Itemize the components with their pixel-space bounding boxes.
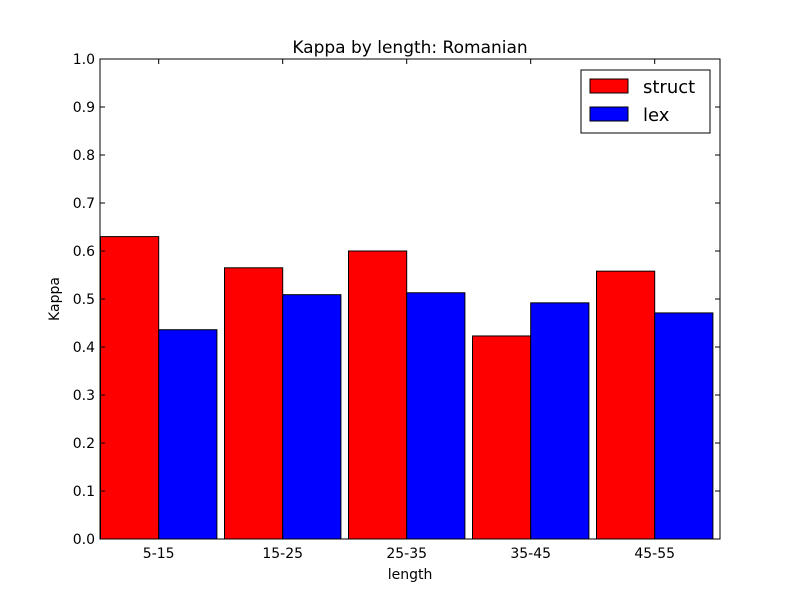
legend-swatch-struct xyxy=(589,78,629,94)
bar-struct-5-15 xyxy=(100,236,160,540)
y-tick-label: 0.3 xyxy=(73,388,95,404)
y-tick-label: 0.9 xyxy=(73,100,95,116)
x-tick-label: 35-45 xyxy=(510,546,551,562)
x-axis-title: length xyxy=(388,567,433,583)
chart-title: Kappa by length: Romanian xyxy=(292,38,527,58)
x-tick-label: 25-35 xyxy=(386,546,427,562)
y-axis-title: Kappa xyxy=(47,277,63,321)
plot-area xyxy=(100,236,714,540)
y-tick-label: 0.2 xyxy=(73,436,95,452)
y-axis: 0.0 0.1 0.2 0.3 0.4 0.5 0.6 0.7 0.8 0.9 1.0 xyxy=(73,52,720,548)
bar-lex-5-15 xyxy=(158,329,218,540)
y-tick-label: 0.5 xyxy=(73,292,95,308)
y-tick-label: 0.4 xyxy=(73,340,95,356)
x-tick-label: 45-55 xyxy=(634,546,675,562)
bar-lex-25-35 xyxy=(406,292,466,540)
legend-label-lex: lex xyxy=(643,105,670,126)
y-tick-label: 0.1 xyxy=(73,484,95,500)
legend-label-struct: struct xyxy=(643,77,695,98)
y-tick-label: 0.6 xyxy=(73,244,95,260)
bar-struct-35-45 xyxy=(472,335,532,540)
y-tick-label: 0.8 xyxy=(73,148,95,164)
x-tick-label: 5-15 xyxy=(143,546,175,562)
legend-swatch-lex xyxy=(589,106,629,122)
y-tick-label: 0.7 xyxy=(73,196,95,212)
bar-struct-45-55 xyxy=(596,270,656,540)
x-axis: 5-15 15-25 25-35 35-45 45-55 xyxy=(143,59,675,562)
bar-lex-35-45 xyxy=(530,302,590,540)
bar-lex-15-25 xyxy=(282,294,342,540)
bar-struct-15-25 xyxy=(224,267,284,540)
bar-struct-25-35 xyxy=(348,250,408,540)
bar-lex-45-55 xyxy=(654,312,714,540)
legend: struct lex xyxy=(580,69,711,134)
y-tick-label: 1.0 xyxy=(73,52,95,68)
x-tick-label: 15-25 xyxy=(262,546,303,562)
y-tick-label: 0.0 xyxy=(73,532,95,548)
